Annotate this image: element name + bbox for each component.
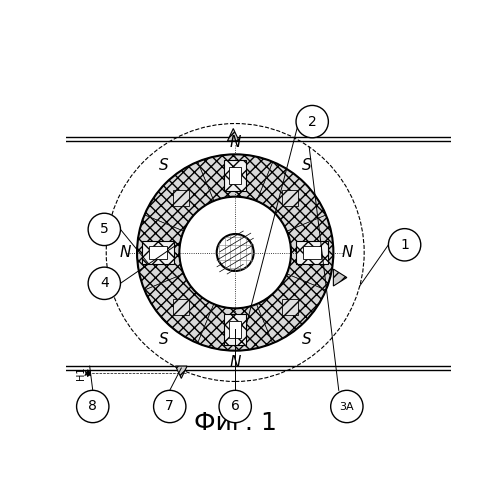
- Text: 2: 2: [308, 114, 317, 128]
- Bar: [229, 167, 241, 184]
- Text: 5: 5: [100, 222, 109, 236]
- Text: S: S: [301, 332, 311, 346]
- Text: N: N: [341, 245, 352, 260]
- Bar: [142, 242, 174, 264]
- Text: S: S: [301, 158, 311, 174]
- Bar: [224, 160, 246, 192]
- Text: N: N: [229, 354, 241, 370]
- Circle shape: [219, 390, 251, 422]
- Circle shape: [389, 228, 421, 261]
- Text: 1: 1: [400, 238, 409, 252]
- Bar: [296, 242, 328, 264]
- Circle shape: [154, 390, 186, 422]
- Text: 4: 4: [100, 276, 109, 290]
- Circle shape: [77, 390, 109, 422]
- Text: Фиг. 1: Фиг. 1: [194, 412, 277, 436]
- Bar: [303, 246, 321, 258]
- Polygon shape: [257, 162, 326, 231]
- Polygon shape: [333, 269, 347, 286]
- Text: N: N: [120, 245, 131, 260]
- Circle shape: [331, 390, 363, 422]
- Text: S: S: [159, 158, 169, 174]
- Text: H1: H1: [76, 366, 86, 380]
- Text: 7: 7: [165, 400, 174, 413]
- Polygon shape: [198, 154, 273, 201]
- Polygon shape: [287, 215, 333, 290]
- Bar: [173, 190, 189, 206]
- Polygon shape: [227, 128, 239, 141]
- Polygon shape: [137, 215, 183, 290]
- Text: 8: 8: [88, 400, 97, 413]
- Polygon shape: [175, 366, 187, 378]
- Polygon shape: [257, 274, 326, 343]
- Bar: [282, 190, 298, 206]
- Bar: [282, 299, 298, 315]
- Polygon shape: [145, 274, 214, 343]
- Bar: [224, 314, 246, 346]
- Bar: [173, 299, 189, 315]
- Bar: [150, 246, 167, 258]
- Text: 3А: 3А: [340, 402, 354, 411]
- Circle shape: [88, 213, 120, 246]
- Polygon shape: [145, 162, 214, 231]
- Circle shape: [88, 267, 120, 300]
- Bar: [229, 321, 241, 338]
- Polygon shape: [198, 304, 273, 350]
- Text: 6: 6: [231, 400, 239, 413]
- Circle shape: [296, 106, 329, 138]
- Text: N: N: [229, 136, 241, 150]
- Text: S: S: [159, 332, 169, 346]
- Circle shape: [217, 234, 254, 271]
